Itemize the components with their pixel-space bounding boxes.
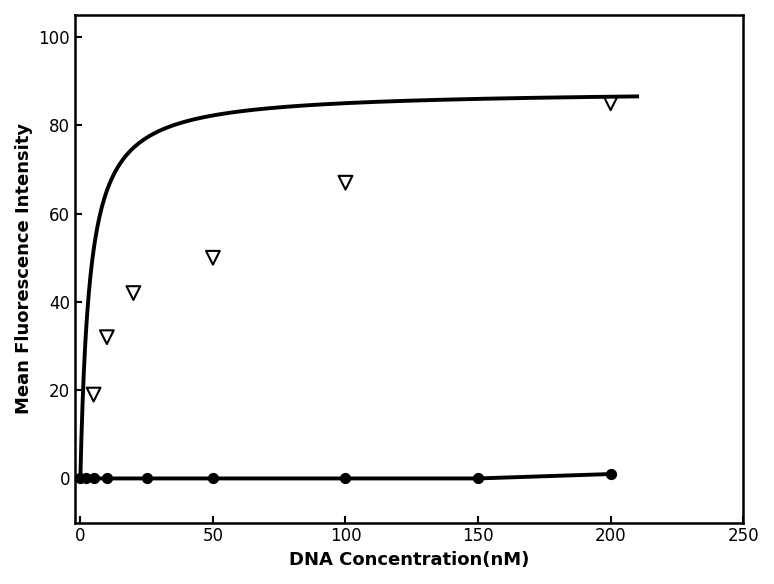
Point bbox=[604, 470, 617, 479]
Point bbox=[604, 99, 617, 108]
Point bbox=[339, 474, 351, 483]
Point bbox=[87, 390, 100, 399]
Point bbox=[101, 332, 113, 342]
Point bbox=[339, 178, 351, 187]
Point bbox=[127, 288, 139, 298]
Point bbox=[207, 253, 219, 262]
Point bbox=[80, 474, 92, 483]
Point bbox=[87, 474, 100, 483]
Point bbox=[140, 474, 152, 483]
Y-axis label: Mean Fluorescence Intensity: Mean Fluorescence Intensity bbox=[15, 123, 33, 415]
Point bbox=[472, 474, 485, 483]
Point bbox=[207, 474, 219, 483]
Point bbox=[74, 474, 87, 483]
X-axis label: DNA Concentration(nM): DNA Concentration(nM) bbox=[289, 551, 529, 569]
Point bbox=[101, 474, 113, 483]
